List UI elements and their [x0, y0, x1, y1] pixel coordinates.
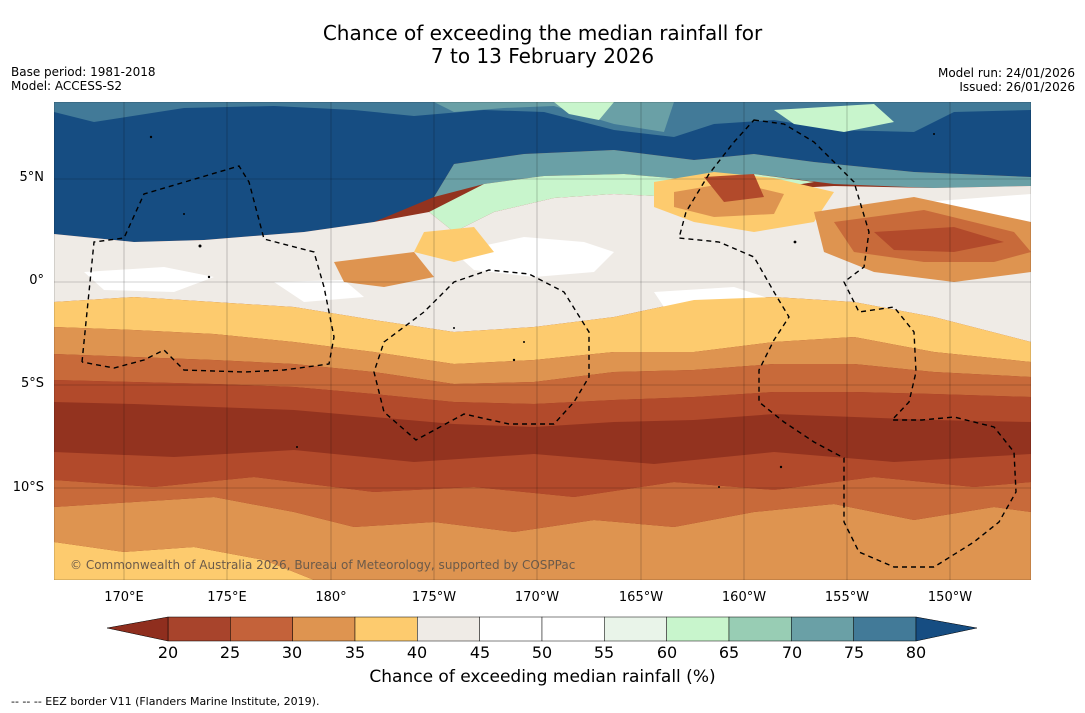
region-dry	[54, 174, 1031, 497]
colorbar-bin	[604, 616, 667, 642]
colorbar-tick: 20	[157, 643, 179, 662]
eez-kiribati-phoenix	[373, 269, 590, 441]
eez-kiribati-gilbert	[81, 165, 335, 373]
colorbar-tick: 65	[718, 643, 740, 662]
islands	[149, 133, 935, 488]
meta-left: Base period: 1981-2018 Model: ACCESS-S2	[11, 65, 156, 93]
meta-right: Model run: 24/01/2026 Issued: 26/01/2026	[938, 66, 1075, 94]
map-title-line1: Chance of exceeding the median rainfall …	[322, 21, 763, 45]
colorbar-tick: 70	[781, 643, 803, 662]
region-wet-north-teal-2	[434, 102, 674, 132]
base-period: Base period: 1981-2018	[11, 65, 156, 79]
colorbar-tick: 60	[656, 643, 678, 662]
lon-label: 155°W	[824, 590, 870, 605]
colorbar-bin	[479, 616, 543, 642]
lat-label: 5°N	[19, 170, 45, 185]
colorbar-bin	[292, 616, 356, 642]
lat-label: 10°S	[12, 480, 44, 495]
eez-borders	[81, 119, 1017, 568]
colorbar-bin	[666, 616, 730, 642]
colorbar-tick: 40	[406, 643, 428, 662]
colorbar-bin	[541, 616, 605, 642]
region-wet-light-north	[554, 102, 894, 132]
colorbar-bin	[853, 616, 917, 642]
colorbar-bin	[230, 616, 293, 642]
model-run: Model run: 24/01/2026	[937, 66, 1075, 80]
colorbar	[107, 616, 977, 642]
map-title-line2: 7 to 13 February 2026	[430, 44, 655, 68]
model-name: Model: ACCESS-S2	[11, 79, 123, 93]
colorbar-bin	[167, 616, 231, 642]
lon-label: 170°W	[514, 590, 560, 605]
lon-gridlines	[123, 102, 951, 580]
region-wet-north	[54, 102, 1031, 242]
colorbar-tick: 45	[469, 643, 491, 662]
copyright-notice: © Commonwealth of Australia 2026, Bureau…	[70, 558, 576, 572]
lon-label: 170°E	[104, 590, 144, 605]
lon-label: 180°	[315, 590, 347, 605]
colorbar-title: Chance of exceeding median rainfall (%)	[369, 667, 716, 687]
colorbar-tick: 80	[905, 643, 927, 662]
region-white-patches	[84, 194, 1031, 312]
colorbar-tick: 25	[219, 643, 241, 662]
eez-kiribati-line	[678, 119, 1017, 568]
lon-label: 150°W	[927, 590, 973, 605]
colorbar-tick: 75	[843, 643, 865, 662]
colorbar-bin	[728, 616, 792, 642]
colorbar-bin	[354, 616, 418, 642]
colorbar-bin	[791, 616, 854, 642]
eez-legend-note: -- -- -- EEZ border V11 (Flanders Marine…	[11, 695, 320, 708]
lon-label: 160°W	[721, 590, 767, 605]
colorbar-bin	[417, 616, 480, 642]
region-wet-north-lower	[434, 150, 1031, 197]
lon-label: 175°E	[207, 590, 247, 605]
rainfall-map	[54, 102, 1031, 580]
colorbar-tick: 55	[593, 643, 615, 662]
issued-date: Issued: 26/01/2026	[959, 80, 1075, 94]
lat-gridlines	[54, 178, 1031, 489]
lat-label: 5°S	[20, 376, 44, 391]
colorbar-under-arrow	[107, 616, 169, 642]
lon-label: 175°W	[411, 590, 457, 605]
colorbar-tick: 30	[281, 643, 303, 662]
colorbar-over-arrow	[915, 616, 977, 642]
lat-label: 0°	[29, 273, 44, 288]
lon-label: 165°W	[618, 590, 664, 605]
colorbar-tick: 35	[344, 643, 366, 662]
colorbar-tick: 50	[531, 643, 553, 662]
